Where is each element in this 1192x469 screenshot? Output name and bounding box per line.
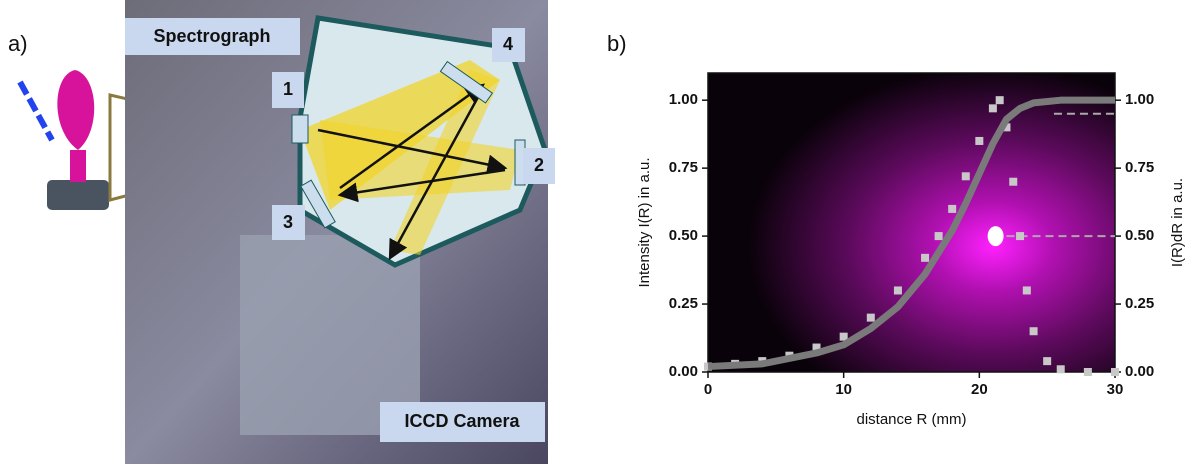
y-tick-label: 0.25 bbox=[669, 295, 698, 312]
data-point bbox=[1029, 327, 1038, 336]
y2-tick-label: 0.25 bbox=[1125, 295, 1154, 312]
label-box bbox=[492, 28, 525, 62]
y-axis-label: Intensity I(R) in a.u. bbox=[636, 157, 653, 287]
panel-label: a) bbox=[8, 31, 28, 56]
y-tick-label: 1.00 bbox=[669, 91, 698, 108]
photo-label: 3 bbox=[283, 212, 293, 232]
highlight-point bbox=[987, 226, 1004, 247]
photo-label: Spectrograph bbox=[153, 26, 270, 46]
data-point bbox=[1002, 123, 1011, 132]
data-point bbox=[812, 343, 821, 352]
photo-label: 2 bbox=[534, 155, 544, 175]
data-point bbox=[948, 204, 957, 213]
photo-label: 1 bbox=[283, 79, 293, 99]
data-point bbox=[975, 136, 984, 145]
data-point bbox=[839, 332, 848, 341]
y-tick-label: 0.00 bbox=[669, 363, 698, 380]
label-box bbox=[125, 18, 300, 55]
data-point bbox=[934, 232, 943, 241]
spectrograph-drawing bbox=[240, 15, 548, 435]
data-point bbox=[1111, 368, 1119, 376]
data-point bbox=[1016, 232, 1025, 241]
y-tick-label: 0.50 bbox=[669, 227, 698, 244]
y2-tick-label: 0.75 bbox=[1125, 159, 1154, 176]
y2-tick-label: 0.00 bbox=[1125, 363, 1154, 380]
data-point bbox=[866, 313, 875, 322]
plot-frame bbox=[707, 72, 1116, 373]
data-point bbox=[1009, 177, 1018, 186]
data-point bbox=[921, 253, 930, 262]
label-box bbox=[272, 72, 304, 108]
data-point bbox=[1022, 286, 1031, 295]
y-tick-label: 0.75 bbox=[669, 159, 698, 176]
data-point bbox=[1056, 365, 1065, 374]
data-point bbox=[995, 96, 1004, 105]
photo-label: 4 bbox=[503, 34, 513, 54]
data-point bbox=[988, 104, 997, 113]
data-point bbox=[1083, 368, 1092, 376]
photo-label: ICCD Camera bbox=[404, 411, 520, 431]
data-point bbox=[961, 172, 970, 181]
data-point bbox=[1043, 357, 1052, 366]
x-tick-label: 20 bbox=[971, 381, 988, 398]
x-tick-label: 0 bbox=[704, 381, 712, 398]
y2-axis-label: I(R)dR in a.u. bbox=[1169, 178, 1186, 267]
data-point bbox=[893, 286, 902, 295]
label-box bbox=[380, 402, 545, 442]
plot-background bbox=[708, 73, 1115, 372]
y2-tick-label: 1.00 bbox=[1125, 91, 1154, 108]
label-box bbox=[523, 148, 555, 184]
data-line bbox=[707, 96, 1115, 371]
chart: 0 10 20 300.000.250.500.751.000.000.250.500… bbox=[636, 72, 1186, 428]
x-axis-label: distance R (mm) bbox=[856, 411, 966, 428]
x-tick-label: 10 bbox=[835, 381, 852, 398]
y2-tick-label: 0.50 bbox=[1125, 227, 1154, 244]
x-tick-label: 30 bbox=[1107, 381, 1124, 398]
panel-label: b) bbox=[607, 31, 627, 56]
label-box bbox=[272, 205, 305, 240]
